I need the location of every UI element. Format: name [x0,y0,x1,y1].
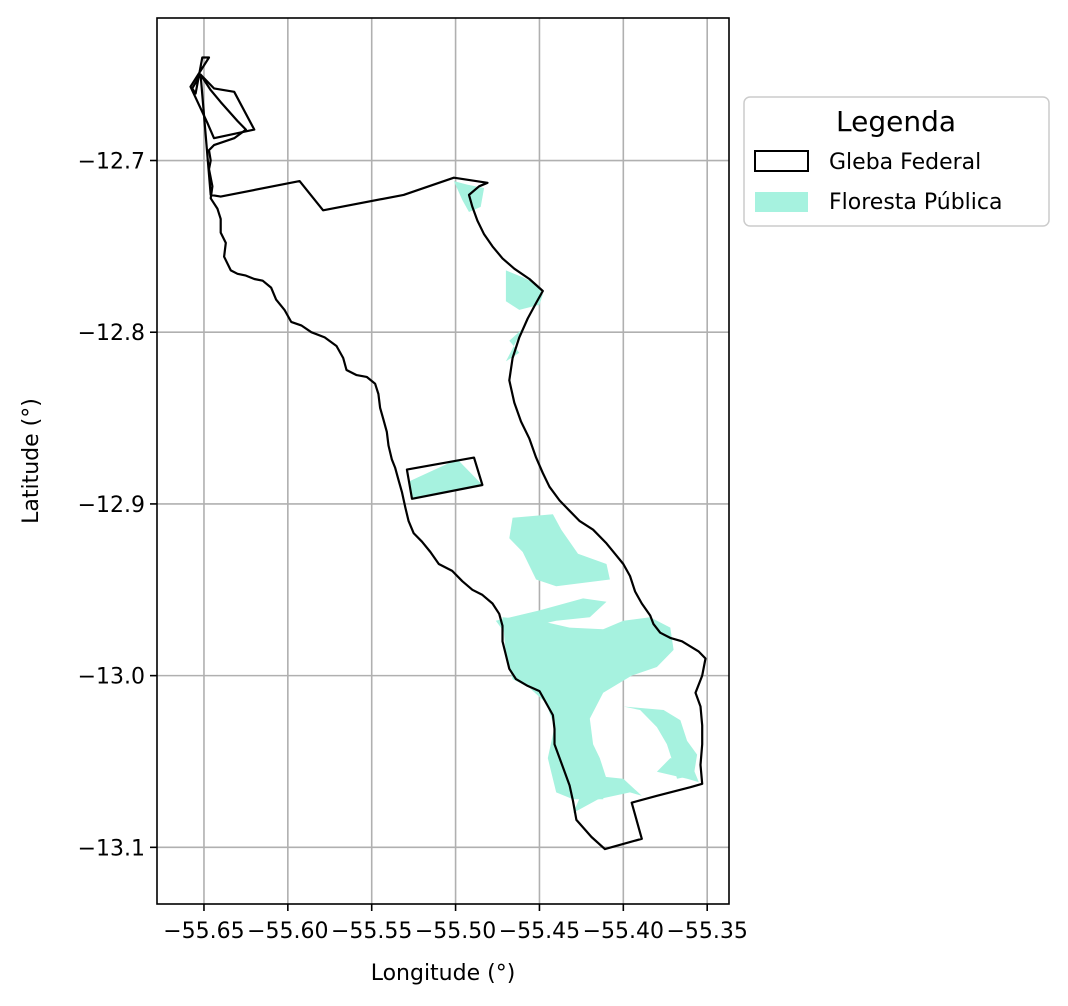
legend-entries: Gleba Federal Floresta Pública [754,150,1002,215]
y-axis-label: Latitude (°) [19,398,44,524]
floresta-publica-polygon-9 [656,758,699,783]
x-axis-ticks: −55.65 −55.60 −55.55 −55.50 −55.45 −55.40 −55.… [163,904,748,944]
legend: Legenda Gleba Federal Floresta Pública [743,96,1050,227]
y-tick-label: −13.0 [78,665,145,690]
legend-swatch-2 [755,192,808,212]
legend-title: Legenda [836,105,956,138]
gleba-federal-polygon-2 [189,56,256,140]
gleba-federal-polygon-3 [405,456,484,500]
y-tick-label: −12.7 [78,150,145,175]
gleba-federal-layer [189,56,707,851]
floresta-publica-polygon-7 [502,617,674,800]
x-tick-label: −55.55 [331,919,412,944]
y-axis-ticks: −12.7 −12.8 −12.9 −13.0 −13.1 [78,150,157,861]
gleba-federal-polygon-1 [199,73,707,851]
legend-swatch-1 [754,150,809,172]
floresta-publica-layer [408,181,699,813]
x-tick-label: −55.50 [415,919,496,944]
x-tick-label: −55.60 [247,919,328,944]
legend-label-1: Gleba Federal [829,150,981,175]
x-axis-label: Longitude (°) [371,961,516,986]
x-tick-label: −55.35 [666,919,747,944]
floresta-publica-polygon-4 [408,459,483,499]
y-tick-label: −12.8 [78,321,145,346]
x-tick-label: −55.40 [583,919,664,944]
plot-frame [156,17,730,905]
x-tick-label: −55.45 [499,919,580,944]
floresta-publica-polygon-10 [573,775,642,813]
floresta-publica-polygon-2 [505,270,543,310]
x-tick-label: −55.65 [163,919,244,944]
legend-box [743,96,1050,227]
floresta-publica-polygon-5 [509,514,610,587]
y-tick-label: −13.1 [78,836,145,861]
y-tick-label: −12.9 [78,493,145,518]
legend-label-2: Floresta Pública [829,190,1002,215]
grid-lines [157,18,729,904]
